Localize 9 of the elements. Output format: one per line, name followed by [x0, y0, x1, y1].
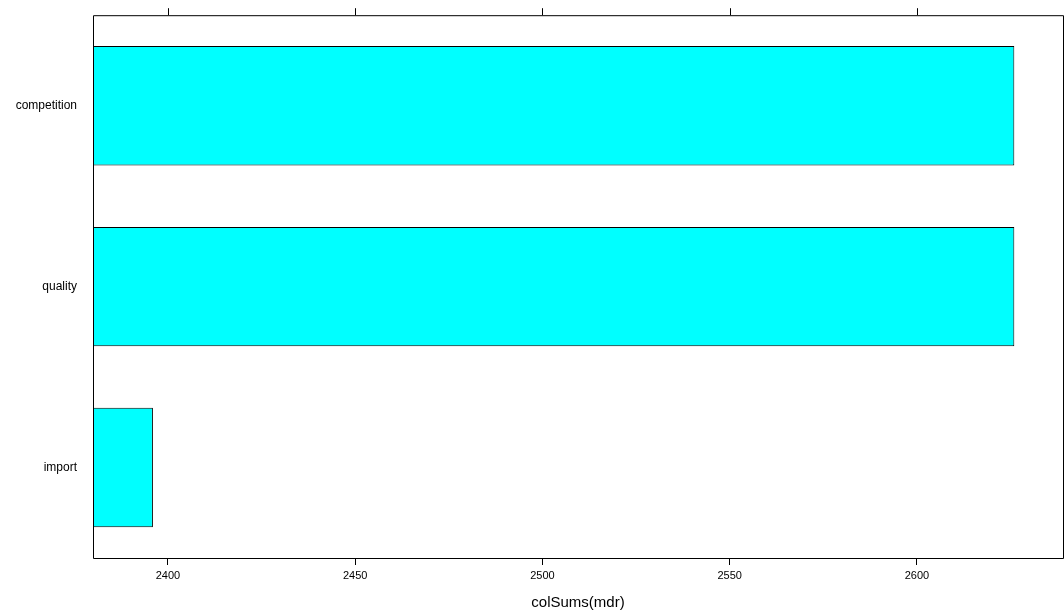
y-tick-label: quality [42, 278, 77, 293]
x-tick-label: 2500 [530, 568, 555, 581]
x-axis-title: colSums(mdr) [531, 593, 625, 611]
y-tick-label: import [43, 459, 78, 474]
x-tick-label: 2450 [342, 568, 368, 581]
x-tick-label: 2550 [717, 568, 742, 581]
x-tick-label: 2600 [904, 568, 930, 581]
x-tick-label: 2400 [155, 568, 181, 581]
y-tick-label: competition [15, 97, 77, 112]
